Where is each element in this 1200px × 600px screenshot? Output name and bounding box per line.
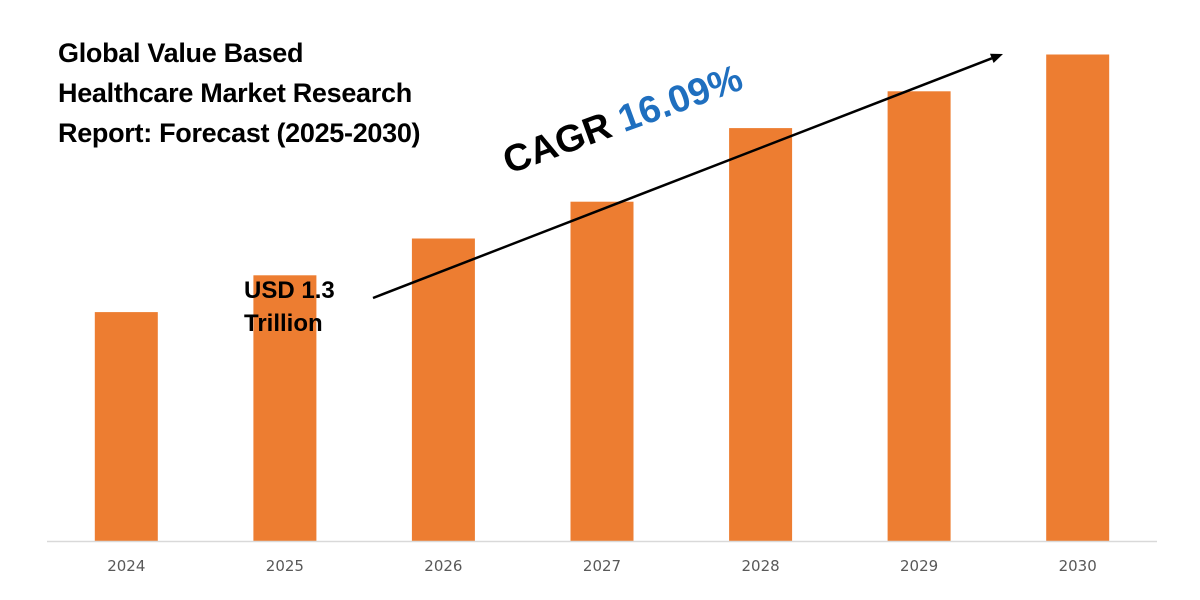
bar-2026 (411, 238, 475, 541)
bar-2025 (253, 275, 317, 541)
bar-2024 (94, 312, 158, 541)
value-annotation-line-1: USD 1.3 (244, 277, 335, 304)
x-tick-label-2029: 2029 (900, 557, 938, 575)
trend-arrow-line (372, 57, 993, 300)
x-tick-label-2030: 2030 (1059, 557, 1097, 575)
bar-2027 (570, 201, 634, 541)
value-annotation: USD 1.3 Trillion (244, 274, 335, 340)
bars-group (94, 54, 1110, 542)
x-tick-label-2027: 2027 (583, 557, 621, 575)
chart-title-line-2: Healthcare Market Research (58, 78, 412, 108)
bar-2030 (1046, 54, 1110, 541)
chart-title: Global Value Based Healthcare Market Res… (58, 33, 478, 153)
x-tick-label-2025: 2025 (266, 557, 304, 575)
cagr-trend-arrow (372, 53, 1003, 300)
tick-labels-group: 2024 2025 2026 2027 2028 2029 2030 (107, 557, 1097, 575)
x-tick-label-2026: 2026 (424, 557, 462, 575)
x-tick-label-2028: 2028 (742, 557, 780, 575)
chart-title-line-1: Global Value Based (58, 38, 304, 68)
bar-2029 (887, 91, 951, 542)
bar-2028 (729, 128, 793, 541)
x-tick-label-2024: 2024 (107, 557, 145, 575)
trend-arrow-head-icon (990, 53, 1003, 63)
value-annotation-line-2: Trillion (244, 310, 323, 337)
chart-title-line-3: Report: Forecast (2025-2030) (58, 118, 421, 148)
